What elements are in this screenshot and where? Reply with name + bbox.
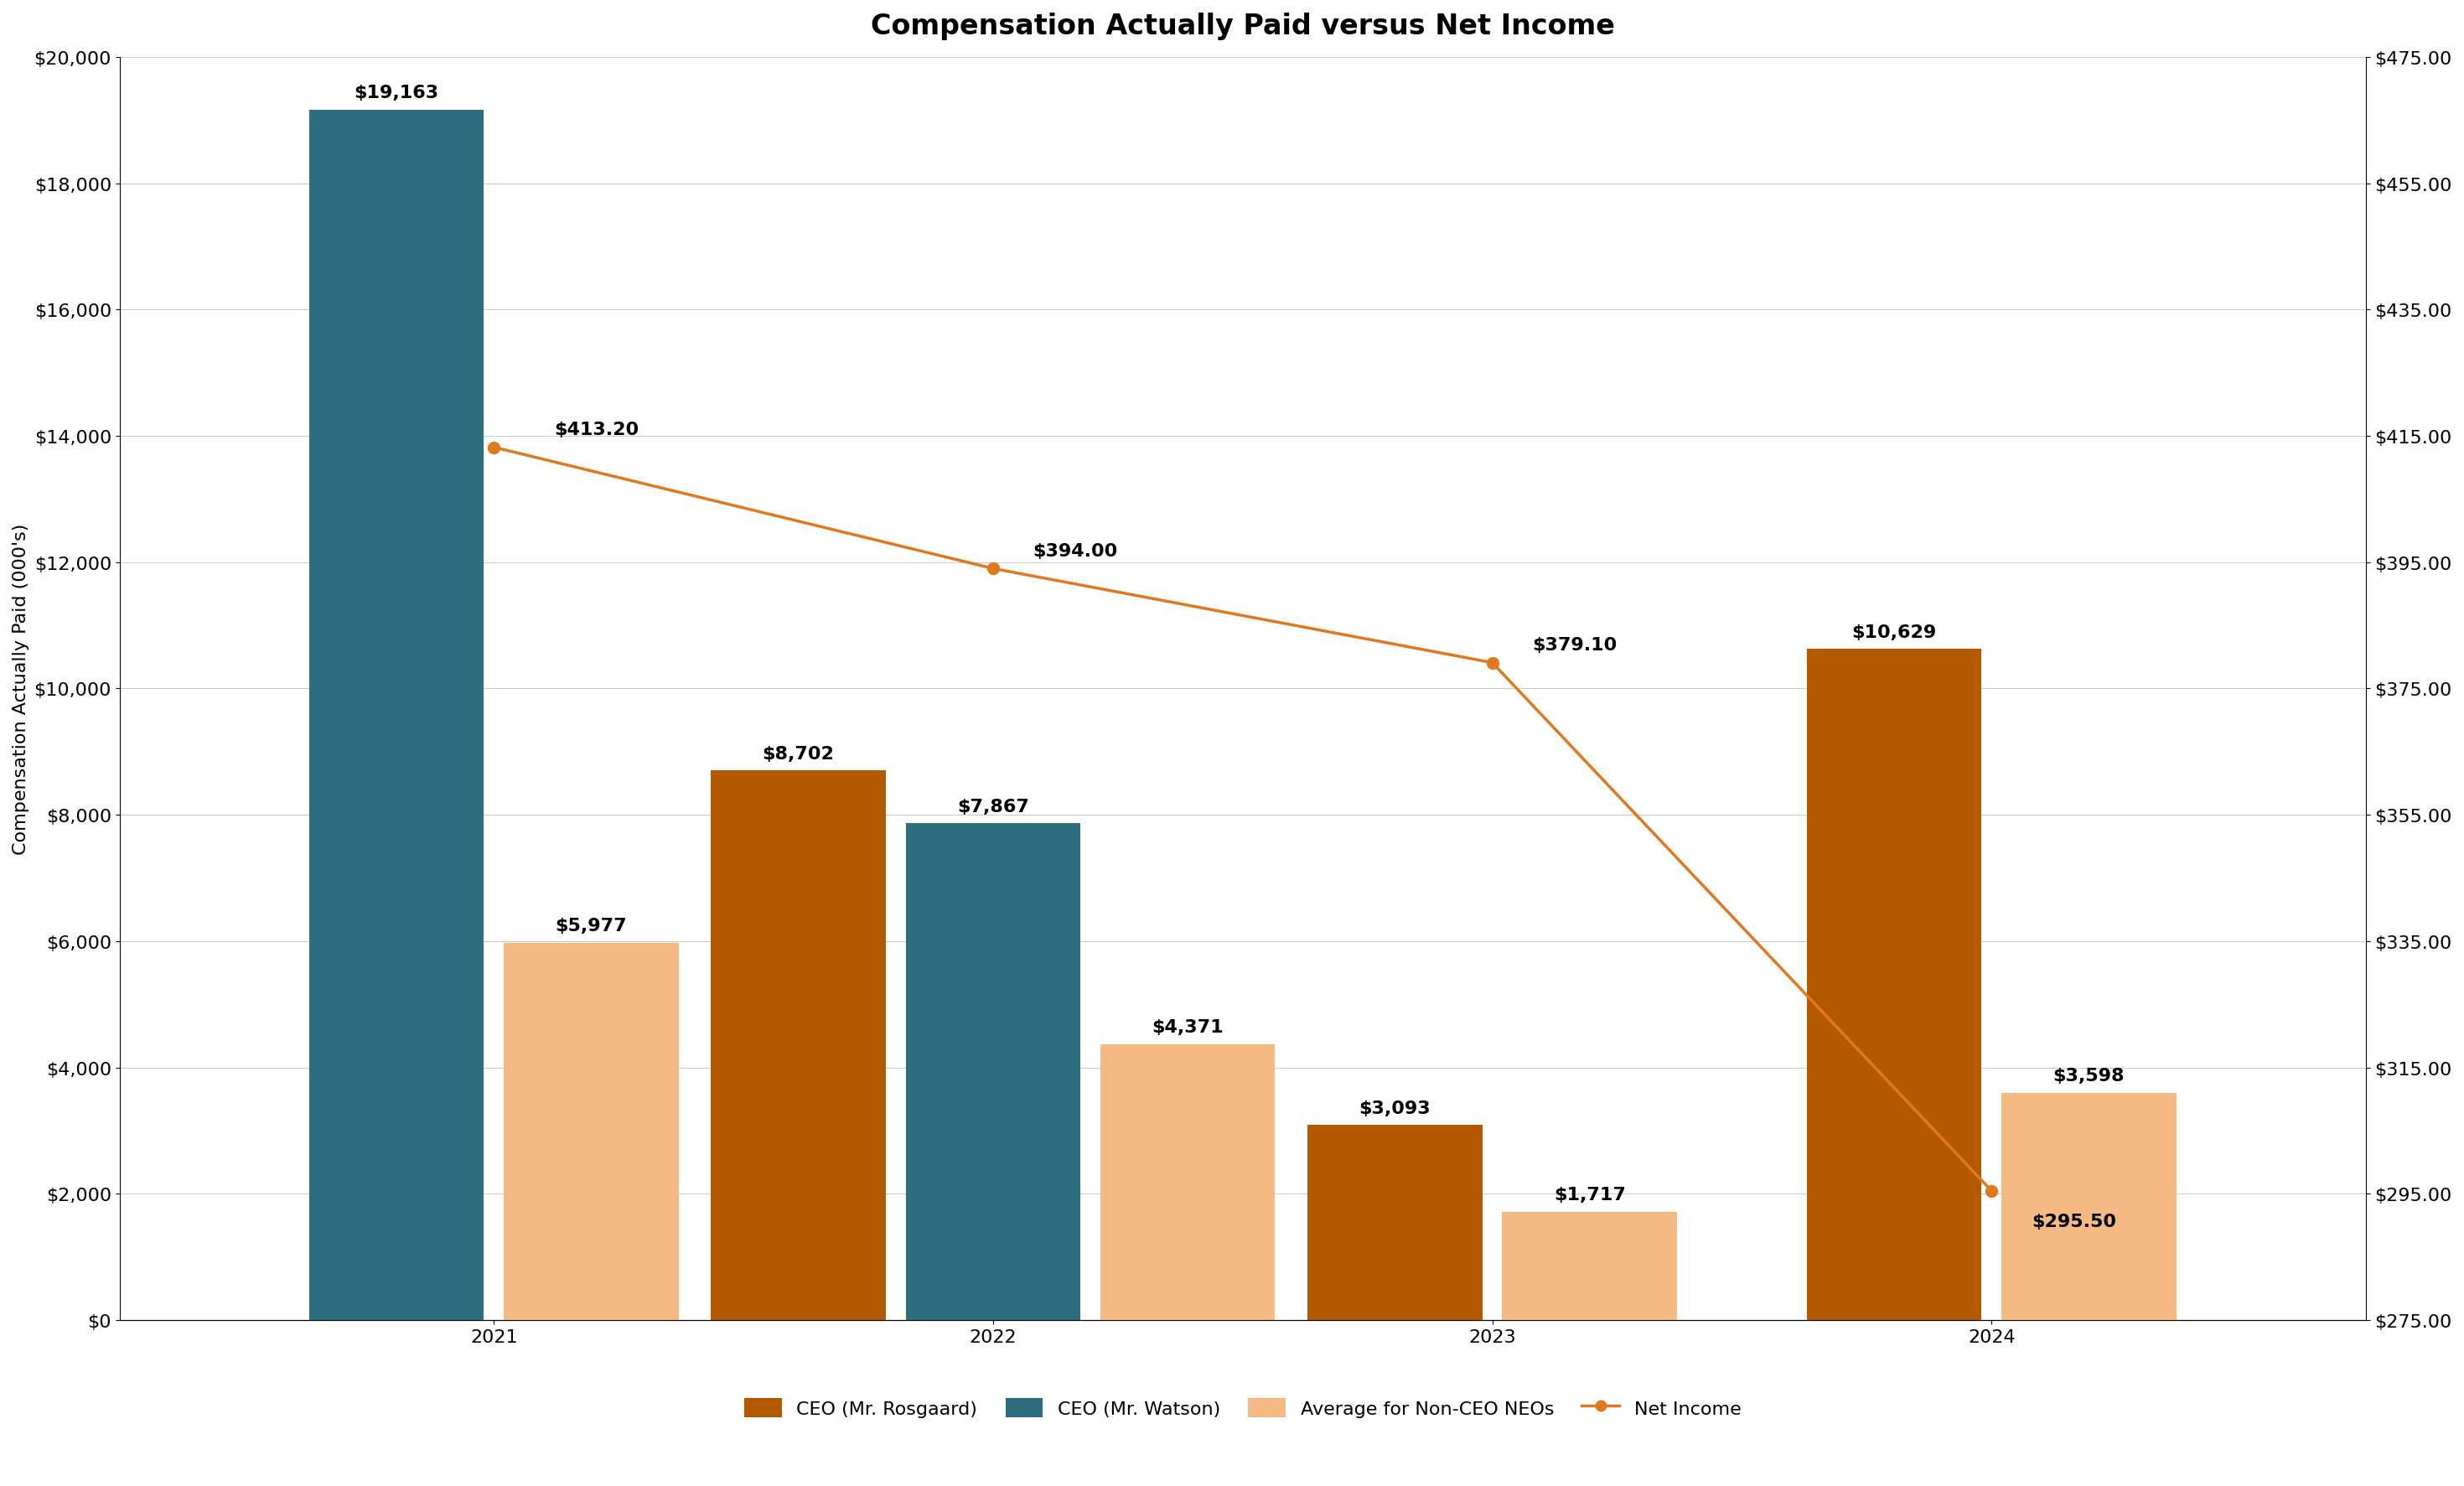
Text: $1,717: $1,717 <box>1555 1186 1626 1204</box>
Bar <box>1806 649 1981 1321</box>
Bar <box>310 110 483 1321</box>
Title: Compensation Actually Paid versus Net Income: Compensation Actually Paid versus Net In… <box>870 12 1614 40</box>
Bar <box>1101 1045 1276 1321</box>
Bar <box>1503 1213 1678 1321</box>
Text: $10,629: $10,629 <box>1853 624 1937 640</box>
Text: $4,371: $4,371 <box>1151 1019 1225 1036</box>
Text: $413.20: $413.20 <box>554 422 638 438</box>
Bar <box>1308 1125 1483 1321</box>
Text: $3,598: $3,598 <box>2053 1067 2124 1085</box>
Text: $19,163: $19,163 <box>355 85 439 101</box>
Legend: CEO (Mr. Rosgaard), CEO (Mr. Watson), Average for Non-CEO NEOs, Net Income: CEO (Mr. Rosgaard), CEO (Mr. Watson), Av… <box>737 1391 1749 1425</box>
Text: $8,702: $8,702 <box>761 746 835 762</box>
Bar <box>712 771 885 1321</box>
Text: $5,977: $5,977 <box>554 917 628 935</box>
Y-axis label: Compensation Actually Paid (000's): Compensation Actually Paid (000's) <box>12 523 30 854</box>
Bar <box>2001 1094 2176 1321</box>
Text: $379.10: $379.10 <box>1533 637 1616 654</box>
Bar <box>907 823 1082 1321</box>
Text: $7,867: $7,867 <box>956 798 1030 814</box>
Text: $3,093: $3,093 <box>1360 1100 1432 1116</box>
Bar <box>505 944 678 1321</box>
Text: $295.50: $295.50 <box>2030 1213 2117 1230</box>
Text: $394.00: $394.00 <box>1032 542 1119 560</box>
